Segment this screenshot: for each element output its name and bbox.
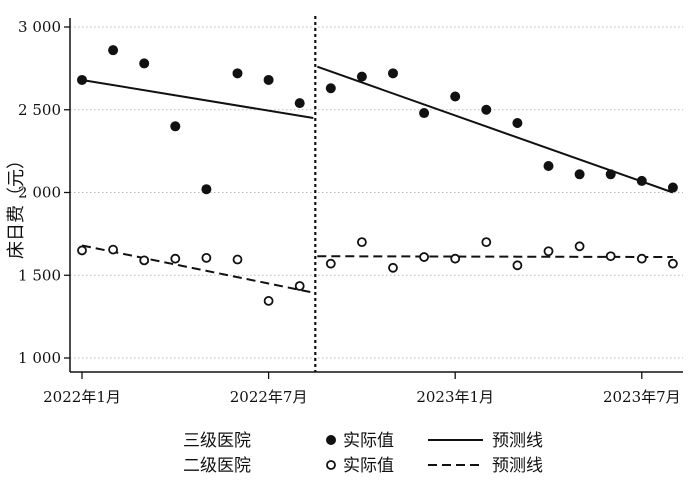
- point-tertiary: [139, 58, 150, 69]
- point-tertiary: [108, 45, 119, 56]
- point-secondary: [77, 245, 87, 256]
- point-tertiary: [419, 108, 430, 119]
- point-tertiary: [481, 104, 492, 115]
- legend-marker: [326, 460, 336, 470]
- legend-line-label: 预测线: [492, 431, 543, 451]
- point-secondary: [139, 255, 150, 266]
- x-tick-label: 2023年1月: [416, 388, 494, 406]
- point-tertiary: [543, 161, 554, 172]
- point-tertiary: [636, 175, 647, 186]
- fit-line-secondary: [317, 255, 673, 259]
- legend-marker: [326, 435, 336, 445]
- point-tertiary: [170, 121, 181, 132]
- point-secondary: [419, 252, 430, 262]
- x-tick-label: 2022年1月: [43, 388, 121, 406]
- point-secondary: [543, 246, 554, 257]
- point-secondary: [450, 253, 461, 264]
- point-tertiary: [325, 83, 336, 94]
- point-secondary: [263, 296, 274, 306]
- point-secondary: [605, 251, 616, 262]
- legend-group-label: 三级医院: [183, 431, 251, 451]
- y-tick-label: 1 000: [18, 349, 61, 367]
- point-tertiary: [294, 98, 305, 109]
- point-tertiary: [263, 74, 274, 85]
- y-tick-label: 2 000: [18, 184, 61, 202]
- legend-marker-label: 实际值: [343, 456, 394, 476]
- data-points: [77, 45, 678, 306]
- y-tick-label: 3 000: [18, 18, 61, 36]
- point-tertiary: [356, 71, 367, 82]
- y-tick-label: 2 500: [18, 101, 61, 119]
- y-axis-label: 床日费（元）: [6, 151, 27, 259]
- x-tick-label: 2023年7月: [603, 388, 681, 406]
- legend-group-label: 二级医院: [183, 456, 251, 476]
- fit-line-tertiary: [316, 65, 674, 194]
- axes: 1 000 1 500 2 000 2 500 3 000 2022年1月 2022年7月 2…: [18, 16, 683, 406]
- point-secondary: [636, 253, 647, 264]
- point-tertiary: [388, 68, 398, 79]
- point-tertiary: [605, 169, 616, 180]
- point-secondary: [325, 258, 336, 269]
- fit-line-tertiary: [81, 78, 314, 120]
- point-secondary: [481, 237, 492, 248]
- fit-line-secondary: [81, 244, 314, 294]
- point-tertiary: [77, 74, 87, 85]
- point-tertiary: [232, 68, 243, 79]
- point-secondary: [170, 253, 181, 264]
- point-secondary: [356, 237, 367, 248]
- point-secondary: [294, 281, 305, 291]
- point-tertiary: [201, 184, 212, 195]
- y-tick-label: 1 500: [18, 266, 61, 284]
- grid-lines: [70, 26, 683, 359]
- point-tertiary: [667, 182, 678, 193]
- x-tick-label: 2022年7月: [230, 388, 308, 406]
- point-tertiary: [512, 117, 523, 128]
- point-secondary: [232, 254, 243, 265]
- point-tertiary: [574, 169, 585, 180]
- point-secondary: [201, 252, 212, 263]
- point-secondary: [668, 258, 678, 269]
- point-tertiary: [450, 91, 461, 102]
- point-secondary: [388, 262, 398, 273]
- point-secondary: [512, 260, 523, 271]
- legend-line-label: 预测线: [492, 456, 543, 476]
- legend-marker-label: 实际值: [343, 431, 394, 451]
- point-secondary: [574, 241, 585, 252]
- point-secondary: [108, 244, 118, 255]
